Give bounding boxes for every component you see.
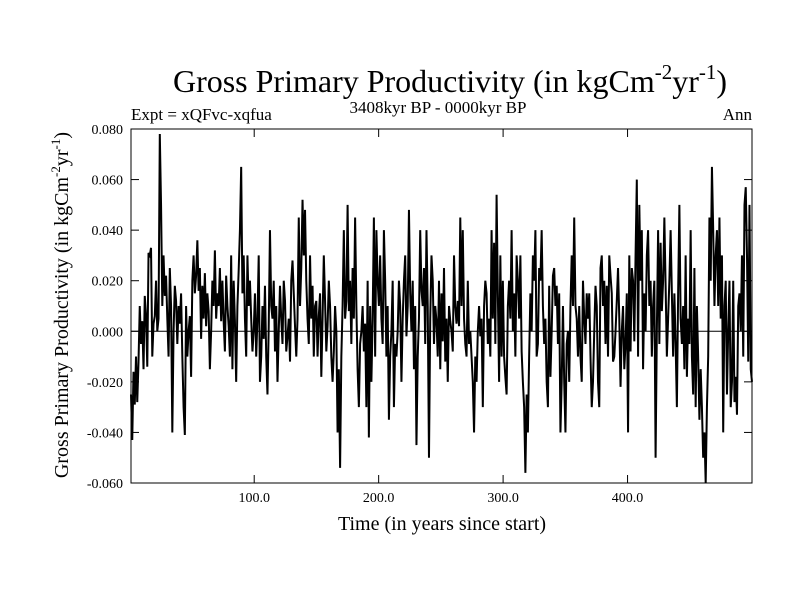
axis-ticks — [131, 128, 752, 484]
ylabel-mid: yr — [51, 149, 73, 166]
x-tick-label-1: 200.0 — [363, 491, 395, 506]
axis-tick-labels: -0.060 -0.040 -0.020 0.000 0.020 0.040 0.060 0.… — [87, 123, 643, 506]
data-series-line — [130, 134, 753, 484]
y-tick-label-2: -0.020 — [87, 376, 123, 391]
time-range-label: 3408kyr BP - 0000kyr BP — [350, 98, 527, 117]
y-tick-label-3: 0.000 — [92, 325, 124, 340]
ylabel-sup-1: -2 — [48, 166, 63, 177]
experiment-label: Expt = xQFvc-xqfua — [131, 105, 272, 124]
ylabel-sup-2: -1 — [48, 139, 63, 150]
title-main: Gross Primary Productivity (in kgCm — [173, 63, 655, 99]
x-tick-label-2: 300.0 — [487, 491, 519, 506]
y-tick-label-0: -0.060 — [87, 477, 123, 492]
title-sup-2: -1 — [699, 60, 717, 84]
y-tick-label-6: 0.060 — [92, 174, 124, 189]
x-tick-label-0: 100.0 — [238, 491, 270, 506]
ylabel-main: Gross Primary Productivity (in kgCm — [51, 177, 73, 479]
x-tick-label-3: 400.0 — [612, 491, 644, 506]
y-tick-label-7: 0.080 — [92, 123, 124, 138]
y-tick-label-1: -0.040 — [87, 426, 123, 441]
ylabel-end: ) — [51, 132, 73, 139]
y-tick-label-5: 0.040 — [92, 224, 124, 239]
title-end: ) — [716, 63, 727, 99]
season-label: Ann — [723, 105, 753, 124]
chart-title: Gross Primary Productivity (in kgCm-2yr-… — [173, 60, 727, 99]
y-axis-label: Gross Primary Productivity (in kgCm-2yr-… — [48, 132, 73, 478]
title-mid: yr — [672, 63, 699, 99]
plot-frame — [130, 128, 753, 484]
y-tick-label-4: 0.020 — [92, 275, 124, 290]
title-sup-1: -2 — [655, 60, 673, 84]
x-axis-label: Time (in years since start) — [338, 513, 546, 535]
